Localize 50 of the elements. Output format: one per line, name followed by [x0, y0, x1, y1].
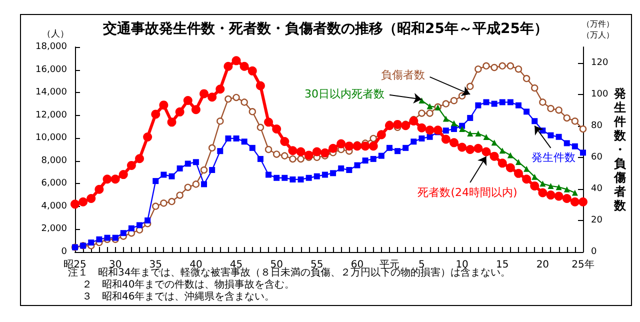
series-label: 発生件数	[532, 150, 576, 164]
point	[556, 184, 562, 190]
y2-tick-label: 80	[591, 120, 603, 131]
point	[548, 182, 554, 189]
x-tick-label: 20	[536, 260, 550, 270]
y-tick-label: 8,000	[41, 156, 68, 166]
y-tick-label: 0	[61, 247, 68, 257]
point	[515, 159, 522, 166]
y2-tick-label: 0	[591, 247, 597, 257]
y2-tick-label: 100	[591, 89, 608, 100]
y2-tick-label: 20	[591, 215, 603, 226]
y-axis-title: （人）	[42, 28, 69, 40]
point	[572, 190, 578, 196]
text: ２ 昭和40年までの件数は、物損事故を含む。	[82, 278, 295, 290]
chart-title: 交通事故発生件数・死者数・負傷者数の推移（昭和25年～平成25年）	[102, 20, 548, 37]
y-tick-label: 16,000	[36, 64, 68, 75]
y-tick-label: 14,000	[36, 88, 68, 98]
point	[532, 174, 538, 180]
point	[499, 148, 506, 154]
y2-tick-label: 40	[591, 184, 603, 194]
y2-tick-label: 60	[591, 152, 603, 162]
x-tick-label: 15	[496, 260, 509, 270]
point	[507, 152, 514, 158]
y-tick-label: 6,000	[41, 178, 68, 189]
text: 発生件数・負傷者数	[614, 86, 626, 212]
x-tick-label: 平元	[379, 260, 400, 270]
point	[467, 130, 474, 137]
point	[442, 116, 449, 122]
y2-tick-label: 120	[591, 58, 608, 68]
y-tick-label: 10,000	[36, 133, 68, 144]
point	[475, 130, 482, 137]
y-tick-label: 18,000	[36, 42, 68, 52]
y-tick-label: 4,000	[41, 201, 68, 212]
point	[491, 140, 498, 146]
point	[483, 134, 490, 140]
text: ３ 昭和46年までは、沖縄県を含まない。	[82, 290, 275, 302]
text: 負傷者数	[381, 68, 426, 82]
text: 30日以内死者数	[304, 88, 385, 101]
text: （万人）	[582, 30, 614, 40]
point	[540, 180, 546, 187]
x-tick-label: 25年	[572, 258, 594, 270]
point	[450, 120, 457, 126]
series-label: 死者数(24時間以内)	[418, 186, 518, 199]
point	[459, 126, 466, 132]
point	[426, 103, 433, 110]
y-tick-label: 12,000	[36, 110, 68, 120]
text: （万件）	[582, 20, 614, 28]
y-tick-label: 2,000	[41, 224, 68, 234]
point	[564, 186, 570, 192]
point	[418, 98, 425, 104]
